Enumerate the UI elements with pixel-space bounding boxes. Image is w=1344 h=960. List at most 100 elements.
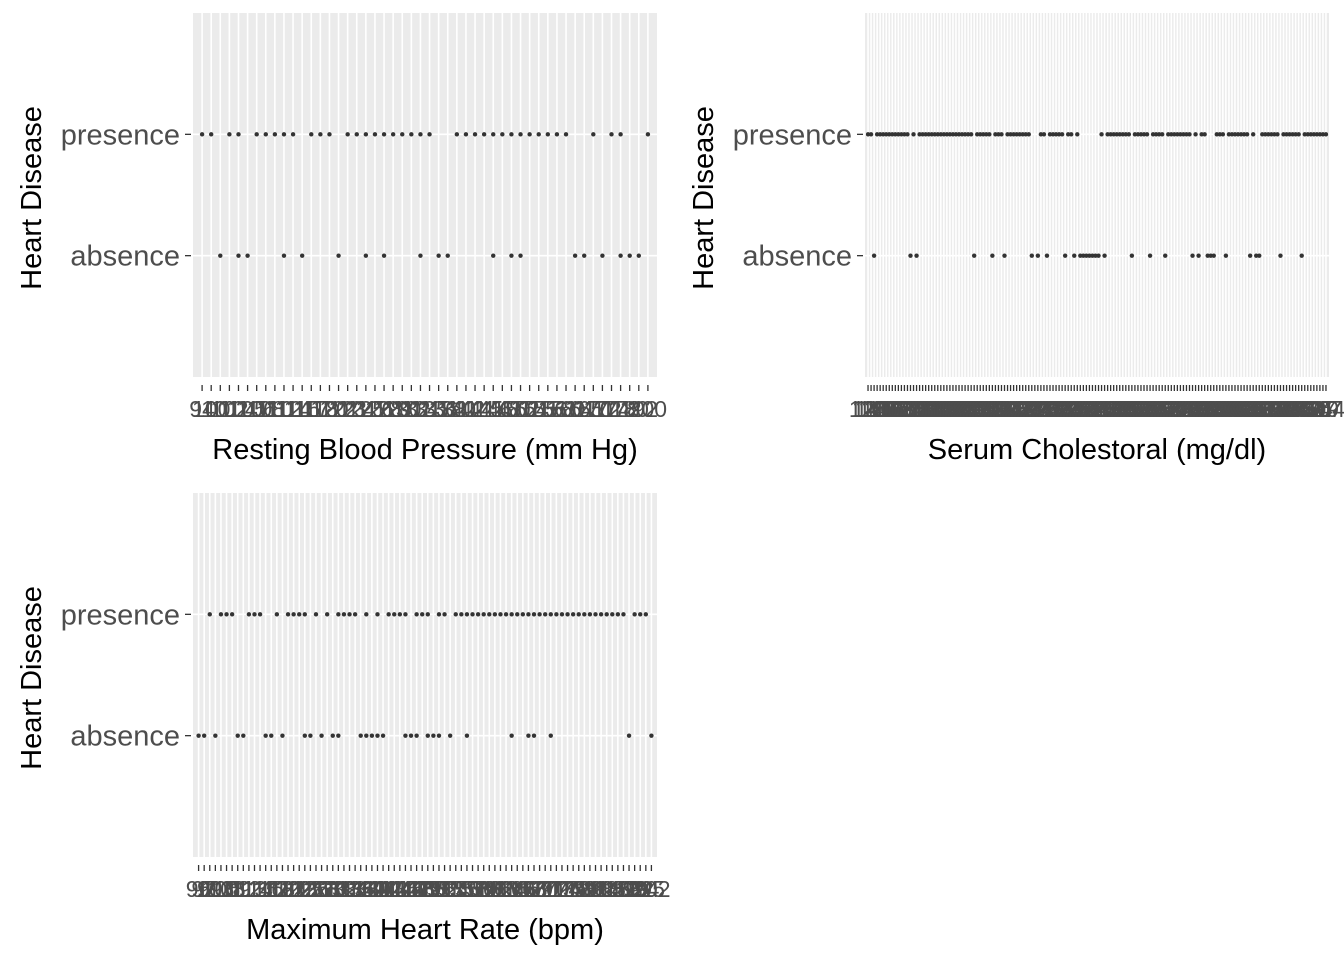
x-tick-label: 101	[201, 396, 239, 422]
data-point-absence	[582, 253, 587, 258]
data-point-absence	[445, 253, 450, 258]
data-point-presence	[498, 612, 503, 617]
data-point-presence	[981, 132, 986, 137]
x-tick-label: 394	[1295, 396, 1334, 422]
data-point-absence	[380, 733, 386, 738]
data-point-presence	[414, 612, 419, 617]
data-point-presence	[1172, 132, 1177, 137]
x-tick-label: 340	[1276, 396, 1314, 422]
x-tick-label: 262	[1125, 396, 1163, 422]
x-tick-label: 141	[358, 876, 396, 902]
x-tick-label: 353	[1286, 396, 1324, 422]
x-tick-label: 302	[1216, 396, 1254, 422]
data-point-presence	[643, 612, 649, 617]
x-tick-label: 102	[210, 396, 248, 422]
data-point-presence	[537, 612, 542, 617]
x-tick-label: 260	[1119, 396, 1157, 422]
data-point-presence	[887, 132, 892, 137]
data-point-presence	[582, 612, 587, 617]
data-point-presence	[968, 132, 974, 137]
data-point-presence	[254, 132, 259, 137]
data-point-presence	[227, 132, 232, 137]
data-point-absence	[908, 253, 913, 258]
x-tick-label: 174	[885, 396, 924, 422]
x-tick-label: 172	[583, 396, 621, 422]
data-point-presence	[246, 612, 252, 617]
data-point-presence	[347, 612, 352, 617]
x-tick-label: 245	[1076, 396, 1114, 422]
x-tick-label: 200	[629, 396, 667, 422]
data-point-presence	[1214, 132, 1219, 137]
panel-background	[865, 13, 1329, 377]
x-tick-label: 308	[1234, 396, 1272, 422]
x-tick-label: 168	[876, 396, 914, 422]
x-tick-label: 165	[565, 396, 603, 422]
x-tick-label: 219	[1000, 396, 1038, 422]
data-point-presence	[526, 612, 531, 617]
data-point-presence	[1008, 132, 1013, 137]
data-point-presence	[1069, 132, 1074, 137]
data-point-presence	[1220, 132, 1226, 137]
x-tick-label: 140	[438, 396, 476, 422]
data-point-presence	[576, 612, 581, 617]
panel-serum-cholestoral: 1261311411491571601641661671681691721741…	[688, 13, 1344, 466]
x-tick-label: 284	[1182, 396, 1221, 422]
x-tick-label: 179	[560, 876, 598, 902]
x-tick-label: 99	[197, 876, 223, 902]
x-tick-label: 149	[858, 396, 896, 422]
data-points	[196, 612, 654, 738]
data-point-absence	[1163, 253, 1168, 258]
x-tick-label: 198	[940, 396, 978, 422]
data-point-absence	[213, 733, 218, 738]
data-point-presence	[454, 132, 460, 137]
x-tick-label: 257	[1110, 396, 1148, 422]
x-tick-label: 134	[401, 396, 440, 422]
x-tick-label: 148	[483, 396, 521, 422]
y-category-label: presence	[733, 119, 852, 151]
data-point-presence	[1202, 132, 1207, 137]
data-point-presence	[902, 132, 907, 137]
x-tick-label: 186	[916, 396, 954, 422]
data-point-presence	[352, 612, 358, 617]
x-tick-label: 175	[548, 876, 586, 902]
data-point-presence	[645, 132, 651, 137]
x-tick-label: 213	[982, 396, 1020, 422]
data-point-presence	[1229, 132, 1235, 137]
x-tick-label: 203	[952, 396, 990, 422]
x-tick-label: 180	[611, 396, 649, 422]
data-point-presence	[1260, 132, 1265, 137]
x-tick-label: 354	[1289, 396, 1328, 422]
data-point-presence	[1235, 132, 1241, 137]
data-point-presence	[1314, 132, 1320, 137]
data-point-absence	[548, 733, 553, 738]
x-tick-label: 136	[419, 396, 457, 422]
data-point-absence	[1208, 253, 1213, 258]
data-point-absence	[281, 253, 287, 258]
data-point-presence	[397, 612, 403, 617]
data-point-presence	[1075, 132, 1080, 137]
data-point-absence	[600, 253, 605, 258]
data-point-presence	[536, 132, 541, 137]
x-tick-label: 143	[369, 876, 407, 902]
x-tick-label: 115	[242, 876, 279, 902]
x-tick-label: 182	[576, 876, 614, 902]
x-tick-label: 94	[189, 396, 215, 422]
data-point-absence	[1084, 253, 1089, 258]
x-tick-label: 114	[236, 876, 273, 902]
x-tick-label: 103	[196, 876, 234, 902]
x-tick-label: 187	[599, 876, 637, 902]
data-point-absence	[971, 253, 977, 258]
x-tick-label: 154	[510, 396, 549, 422]
data-points	[865, 132, 1329, 258]
x-tick-label: 169	[879, 396, 917, 422]
x-tick-label: 220	[1004, 396, 1042, 422]
data-point-absence	[196, 733, 201, 738]
data-point-presence	[941, 132, 947, 137]
x-tick-label: 289	[1192, 396, 1230, 422]
data-point-absence	[1129, 253, 1135, 258]
data-point-presence	[1238, 132, 1244, 137]
data-point-presence	[1269, 132, 1274, 137]
x-tick-label: 129	[374, 396, 412, 422]
x-tick-label: 139	[347, 876, 385, 902]
panel-maximum-heart-rate: 9697991031051081091111121131141151161171…	[16, 493, 671, 946]
